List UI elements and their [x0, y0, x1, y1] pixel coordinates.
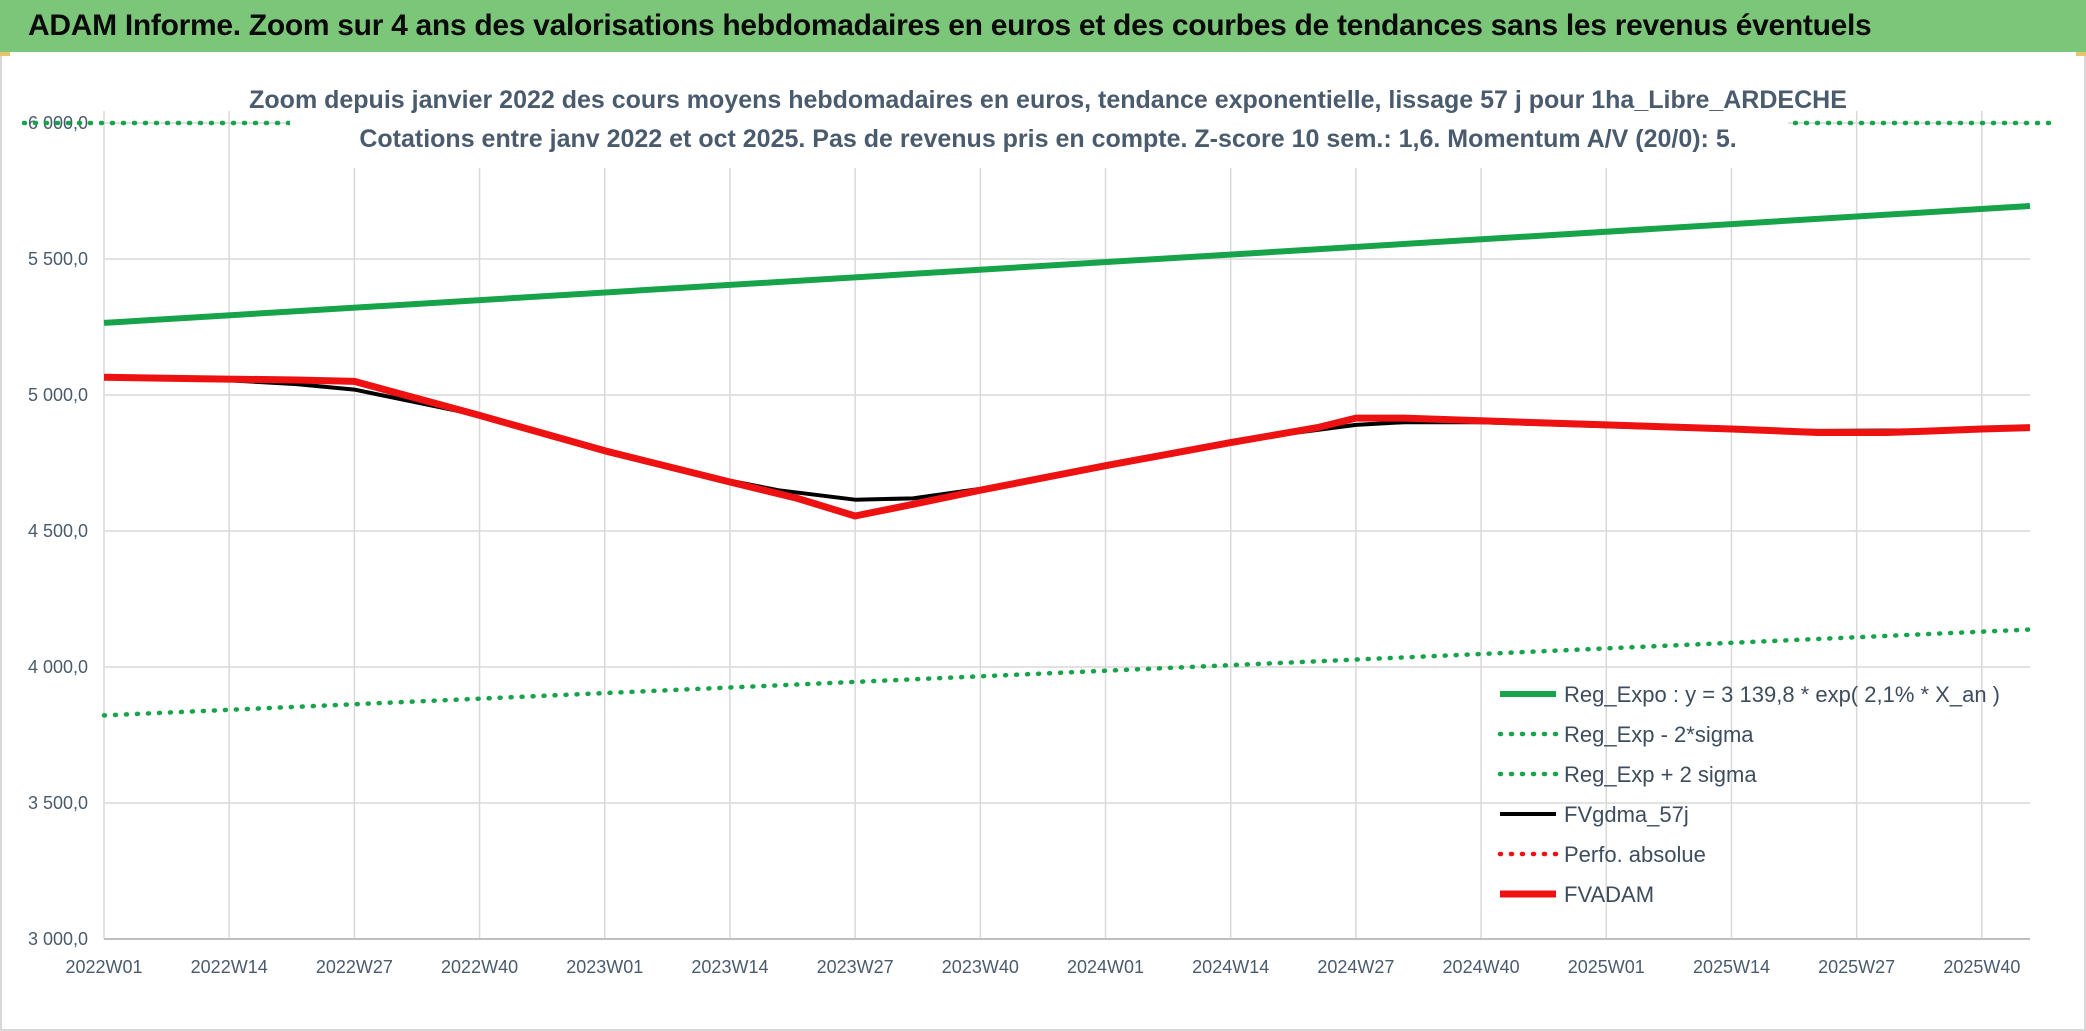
- chart-frame: [0, 52, 2086, 1031]
- legend-label: FVgdma_57j: [1564, 802, 1689, 827]
- legend-label: Reg_Exp + 2 sigma: [1564, 762, 1757, 787]
- x-tick-label: 2022W01: [65, 957, 142, 977]
- fvadam-line: [103, 373, 2031, 520]
- series: [21, 120, 2053, 718]
- x-tick-label: 2022W40: [441, 957, 518, 977]
- report-banner: ADAM Informe. Zoom sur 4 ans des valoris…: [0, 0, 2086, 52]
- chart-title-line: Zoom depuis janvier 2022 des cours moyen…: [249, 86, 1847, 114]
- frame-corner-right: [2076, 52, 2086, 56]
- x-tick-label: 2025W27: [1818, 957, 1895, 977]
- chart-title-background: [290, 80, 1788, 168]
- report-title: ADAM Informe. Zoom sur 4 ans des valoris…: [28, 9, 1872, 42]
- frame-corner-left: [0, 52, 10, 56]
- chart-title: Zoom depuis janvier 2022 des cours moyen…: [249, 80, 1847, 168]
- y-tick-label: 4 000,0: [28, 657, 88, 677]
- y-tick-label: 5 500,0: [28, 249, 88, 269]
- reg-expo-line: [103, 203, 2031, 326]
- grid: [103, 111, 2030, 940]
- legend: Reg_Expo : y = 3 139,8 * exp( 2,1% * X_a…: [1497, 682, 2000, 907]
- x-tick-label: 2023W01: [566, 957, 643, 977]
- x-tick-label: 2022W14: [191, 957, 268, 977]
- y-tick-label: 5 000,0: [28, 385, 88, 405]
- x-tick-label: 2023W14: [691, 957, 768, 977]
- x-tick-label: 2025W40: [1943, 957, 2020, 977]
- legend-label: FVADAM: [1564, 882, 1654, 907]
- x-tick-label: 2023W27: [817, 957, 894, 977]
- legend-label: Reg_Expo : y = 3 139,8 * exp( 2,1% * X_a…: [1564, 682, 2000, 707]
- reg-minus-2sigma-line: [101, 627, 2033, 718]
- x-tick-label: 2025W14: [1693, 957, 1770, 977]
- y-tick-label: 3 000,0: [28, 929, 88, 949]
- x-tick-label: 2024W27: [1317, 957, 1394, 977]
- legend-label: Reg_Exp - 2*sigma: [1564, 722, 1754, 747]
- x-tick-label: 2022W27: [316, 957, 393, 977]
- x-tick-label: 2024W01: [1067, 957, 1144, 977]
- x-tick-label: 2023W40: [942, 957, 1019, 977]
- y-tick-label: 4 500,0: [28, 521, 88, 541]
- x-tick-label: 2024W40: [1443, 957, 1520, 977]
- y-tick-label: 3 500,0: [28, 793, 88, 813]
- x-tick-label: 2025W01: [1568, 957, 1645, 977]
- legend-label: Perfo. absolue: [1564, 842, 1706, 867]
- axis-labels: 3 000,0 3 500,0 4 000,0 4 500,0 5 000,0 5 500…: [28, 113, 2020, 977]
- x-tick-label: 2024W14: [1192, 957, 1269, 977]
- chart-title-line: Cotations entre janv 2022 et oct 2025. P…: [359, 125, 1736, 153]
